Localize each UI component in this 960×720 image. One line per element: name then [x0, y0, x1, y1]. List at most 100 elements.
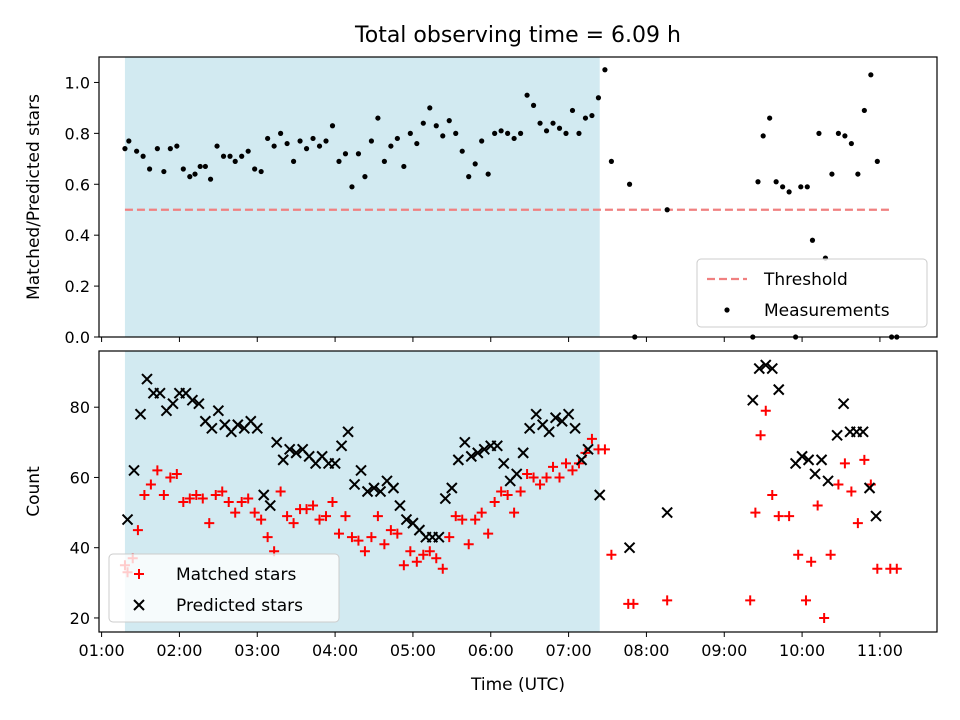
data-point: [134, 408, 147, 420]
data-point: [796, 450, 808, 463]
data-point: [207, 176, 214, 182]
data-point: [252, 166, 258, 172]
data-point: [407, 130, 413, 136]
data-point: [340, 511, 351, 522]
data-point: [784, 511, 795, 522]
data-point: [180, 166, 186, 172]
data-point: [405, 546, 416, 557]
data-point: [256, 514, 267, 525]
data-point: [374, 485, 387, 498]
data-point: [217, 486, 228, 497]
data-point: [444, 532, 455, 543]
data-point: [202, 163, 208, 170]
data-point: [463, 539, 474, 550]
data-point: [582, 115, 589, 121]
data-point: [835, 130, 842, 136]
data-point: [562, 408, 575, 420]
data-point: [483, 528, 494, 539]
data-point: [361, 485, 374, 498]
y-tick-label: 60: [70, 468, 90, 487]
data-point: [431, 553, 442, 564]
data-point: [548, 461, 559, 472]
data-point: [626, 181, 633, 187]
y-tick-label: 80: [70, 398, 90, 417]
y-axis: 20 40 60 80: [70, 398, 99, 628]
data-point: [174, 143, 180, 149]
data-point: [264, 499, 276, 512]
data-point: [586, 433, 597, 444]
data-point: [132, 525, 143, 536]
data-point: [278, 130, 284, 136]
data-point: [530, 102, 537, 108]
y-axis-label: Matched/Predicted stars: [24, 94, 44, 300]
data-point: [126, 138, 132, 144]
legend-swatch: [134, 569, 144, 579]
data-point: [121, 513, 134, 526]
plot-frame: [98, 56, 938, 338]
data-point: [440, 133, 446, 139]
data-point: [342, 426, 354, 438]
data-point: [472, 447, 484, 459]
data-point: [543, 128, 550, 134]
data-point: [842, 133, 848, 139]
data-point: [798, 184, 804, 190]
data-point: [509, 507, 520, 518]
data-point: [530, 408, 542, 420]
data-point: [450, 511, 461, 522]
data-point: [424, 546, 435, 557]
data-point: [355, 151, 362, 157]
data-point: [485, 171, 491, 177]
y-tick-label: 1.0: [65, 73, 90, 92]
data-point: [459, 436, 471, 449]
data-point: [498, 457, 510, 470]
y-tick-label: 20: [70, 609, 90, 628]
y-axis-label: Count: [24, 466, 44, 517]
data-point: [385, 525, 396, 536]
plot-frame: [98, 350, 938, 633]
data-point: [750, 507, 761, 518]
data-point: [760, 133, 766, 139]
series-predicted-stars: [121, 359, 882, 554]
data-point: [852, 518, 863, 529]
data-point: [825, 549, 836, 560]
data-point: [491, 440, 503, 452]
legend-box: [696, 258, 928, 328]
data-point: [258, 168, 264, 175]
x-tick-label: 07:00: [546, 641, 592, 660]
data-point: [863, 482, 876, 494]
data-point: [368, 138, 375, 144]
data-point: [197, 493, 208, 504]
data-point: [773, 383, 785, 396]
data-point: [165, 472, 176, 483]
data-point: [387, 482, 400, 494]
data-point: [191, 490, 202, 501]
data-point: [496, 486, 507, 497]
x-tick-label: 11:00: [857, 641, 903, 660]
data-point: [535, 479, 546, 490]
data-point: [829, 171, 835, 177]
data-point: [549, 412, 562, 424]
data-point: [745, 595, 756, 606]
data-point: [277, 454, 289, 466]
data-point: [753, 362, 765, 375]
x-axis-label: Time (UTC): [470, 675, 565, 695]
legend-label: Measurements: [764, 301, 890, 321]
data-point: [773, 511, 784, 522]
data-point: [498, 128, 504, 134]
data-point: [321, 511, 332, 522]
data-point: [335, 440, 348, 452]
x-tick-label: 04:00: [312, 641, 358, 660]
data-point: [323, 138, 329, 144]
data-point: [556, 125, 563, 131]
data-point: [230, 507, 241, 518]
data-point: [418, 549, 429, 560]
legend-label: Matched stars: [176, 565, 296, 585]
data-point: [140, 153, 146, 159]
data-point: [258, 489, 270, 501]
data-point: [282, 511, 293, 522]
y-tick-label: 0.4: [65, 226, 90, 245]
data-point: [348, 478, 361, 491]
data-point: [848, 140, 854, 147]
data-point: [212, 405, 225, 417]
legend-box: [108, 553, 340, 623]
